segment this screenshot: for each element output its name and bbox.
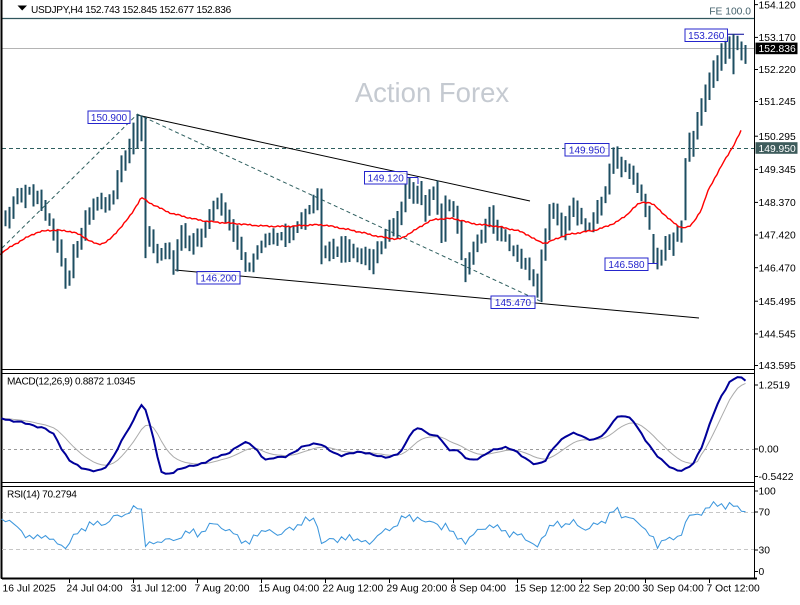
svg-text:22 Aug 12:00: 22 Aug 12:00 <box>323 584 384 595</box>
svg-text:148.370: 148.370 <box>759 198 796 209</box>
svg-text:146.200: 146.200 <box>200 273 237 284</box>
svg-text:16 Jul 2025: 16 Jul 2025 <box>3 584 57 595</box>
svg-text:7 Aug 20:00: 7 Aug 20:00 <box>195 584 250 595</box>
svg-text:143.595: 143.595 <box>759 361 796 372</box>
svg-text:149.950: 149.950 <box>569 145 606 156</box>
svg-text:15 Aug 04:00: 15 Aug 04:00 <box>259 584 320 595</box>
svg-text:70: 70 <box>759 508 771 519</box>
svg-text:150.900: 150.900 <box>91 113 128 124</box>
svg-text:153.260: 153.260 <box>688 31 725 42</box>
svg-text:15 Sep 12:00: 15 Sep 12:00 <box>515 584 577 595</box>
svg-text:-0.5422: -0.5422 <box>759 472 794 483</box>
svg-text:144.545: 144.545 <box>759 330 796 341</box>
svg-text:100: 100 <box>759 487 776 498</box>
svg-text:149.950: 149.950 <box>759 144 796 155</box>
svg-text:22 Sep 20:00: 22 Sep 20:00 <box>579 584 641 595</box>
svg-text:145.470: 145.470 <box>495 298 532 309</box>
svg-text:0: 0 <box>759 567 765 578</box>
svg-text:30: 30 <box>759 546 771 557</box>
svg-text:153.170: 153.170 <box>759 33 796 44</box>
svg-text:149.120: 149.120 <box>368 173 405 184</box>
svg-text:146.580: 146.580 <box>608 260 645 271</box>
svg-text:RSI(14) 70.2794: RSI(14) 70.2794 <box>7 490 77 501</box>
svg-text:24 Jul 04:00: 24 Jul 04:00 <box>67 584 123 595</box>
svg-text:USDJPY,H4 152.743 152.845 152: USDJPY,H4 152.743 152.845 152.677 152.83… <box>31 5 232 16</box>
svg-text:150.295: 150.295 <box>759 132 796 143</box>
svg-text:30 Sep 04:00: 30 Sep 04:00 <box>643 584 705 595</box>
svg-text:FE 100.0: FE 100.0 <box>709 7 751 18</box>
svg-text:145.495: 145.495 <box>759 297 796 308</box>
svg-text:8 Sep 04:00: 8 Sep 04:00 <box>451 584 507 595</box>
svg-text:154.120: 154.120 <box>759 0 796 11</box>
svg-text:1.2519: 1.2519 <box>759 381 791 392</box>
svg-text:152.836: 152.836 <box>759 44 796 55</box>
svg-text:146.470: 146.470 <box>759 263 796 274</box>
svg-text:7 Oct 12:00: 7 Oct 12:00 <box>707 584 761 595</box>
svg-text:Action Forex: Action Forex <box>355 77 510 108</box>
svg-text:147.420: 147.420 <box>759 231 796 242</box>
svg-text:152.220: 152.220 <box>759 65 796 76</box>
svg-text:29 Aug 20:00: 29 Aug 20:00 <box>387 584 448 595</box>
svg-text:151.245: 151.245 <box>759 97 796 108</box>
svg-text:31 Jul 12:00: 31 Jul 12:00 <box>131 584 187 595</box>
svg-text:0.00: 0.00 <box>759 445 779 456</box>
svg-text:149.345: 149.345 <box>759 165 796 176</box>
svg-text:MACD(12,26,9) 0.8872 1.0345: MACD(12,26,9) 0.8872 1.0345 <box>7 377 136 388</box>
